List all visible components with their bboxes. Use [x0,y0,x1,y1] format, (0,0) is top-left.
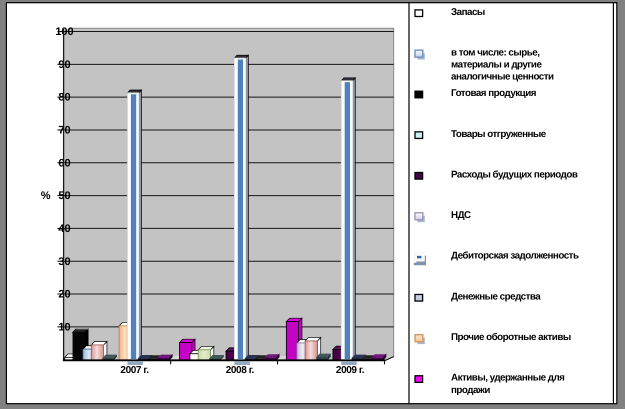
svg-text:40: 40 [58,223,70,235]
svg-text:70: 70 [58,125,70,137]
svg-text:80: 80 [58,92,70,104]
svg-text:2007 г.: 2007 г. [120,365,149,376]
svg-text:Расходы будущих периодов: Расходы будущих периодов [451,169,578,180]
svg-text:20: 20 [58,289,70,301]
svg-text:Дебиторская задолженность: Дебиторская задолженность [451,251,579,262]
svg-text:90: 90 [58,59,70,71]
svg-text:Прочие оборотные активы: Прочие оборотные активы [451,332,571,343]
svg-text:в том числе: сырье,: в том числе: сырье, [451,47,540,58]
svg-text:Денежные средства: Денежные средства [451,291,541,302]
svg-text:Товары отгруженные: Товары отгруженные [451,129,547,140]
svg-text:аналогичные ценности: аналогичные ценности [451,72,554,83]
svg-text:60: 60 [58,157,70,169]
svg-text:50: 50 [58,190,70,202]
svg-text:100: 100 [55,26,73,38]
svg-text:НДС: НДС [451,210,471,221]
svg-text:Запасы: Запасы [451,7,485,18]
svg-text:2008 г.: 2008 г. [226,365,255,376]
svg-text:Активы, удержанные для: Активы, удержанные для [451,373,565,384]
svg-text:10: 10 [58,321,70,333]
svg-text:продажи: продажи [451,385,490,396]
svg-text:2009 г.: 2009 г. [336,365,365,376]
svg-text:%: % [41,190,51,202]
svg-text:Готовая продукция: Готовая продукция [451,88,537,99]
svg-text:материалы и другие: материалы и другие [451,60,542,71]
svg-text:30: 30 [58,256,70,268]
